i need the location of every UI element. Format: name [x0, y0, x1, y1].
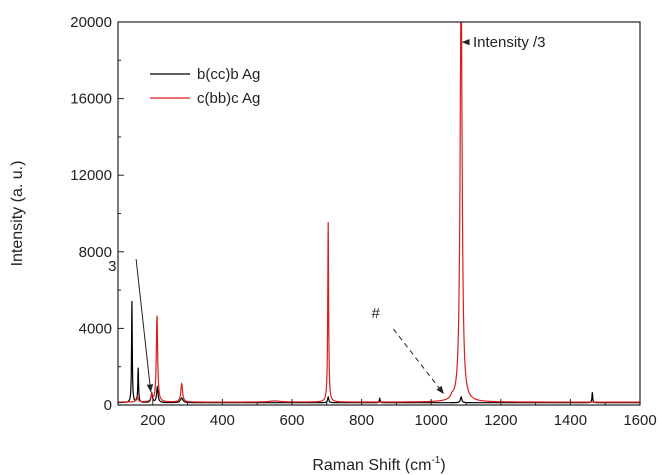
y-axis-label: Intensity (a. u.) [9, 161, 26, 267]
hash-arrow [393, 328, 444, 395]
x-tick-label: 800 [349, 412, 374, 429]
x-tick-label: 200 [140, 412, 165, 429]
hash-label: # [371, 305, 380, 322]
y-tick-label: 16000 [70, 91, 112, 108]
peak-3-arrow [135, 258, 154, 393]
intensity-label: Intensity /3 [473, 34, 546, 51]
x-axis-label-main: Raman Shift (cm [312, 457, 431, 474]
x-tick-label: 600 [279, 412, 304, 429]
y-tick-label: 20000 [70, 14, 112, 31]
x-tick-label: 1200 [484, 412, 517, 429]
series-line-2 [118, 22, 640, 403]
tick-layer: 200 400 600 800 1000 1200 1400 1600040008000120… [70, 14, 656, 429]
y-tick-label: 8000 [79, 244, 112, 261]
x-tick-label: 1600 [623, 412, 656, 429]
y-tick-label: 4000 [79, 320, 112, 337]
y-tick-label: 12000 [70, 167, 112, 184]
x-axis-label: Raman Shift (cm-1) [312, 455, 445, 474]
peak-3-label: 3 [108, 258, 116, 275]
x-axis-label-sup: -1 [431, 455, 440, 466]
x-axis-label-end: ) [440, 457, 445, 474]
y-tick-label: 0 [104, 397, 112, 414]
series-layer [118, 22, 640, 404]
x-tick-label: 1000 [415, 412, 448, 429]
annotation-layer: Intensity /3 3 # [108, 34, 546, 395]
legend-label-2: c(bb)c Ag [197, 90, 260, 107]
legend-label-1: b(cc)b Ag [197, 66, 260, 83]
x-tick-label: 400 [210, 412, 235, 429]
legend: b(cc)b Ag c(bb)c Ag [150, 66, 260, 107]
x-tick-label: 1400 [554, 412, 587, 429]
